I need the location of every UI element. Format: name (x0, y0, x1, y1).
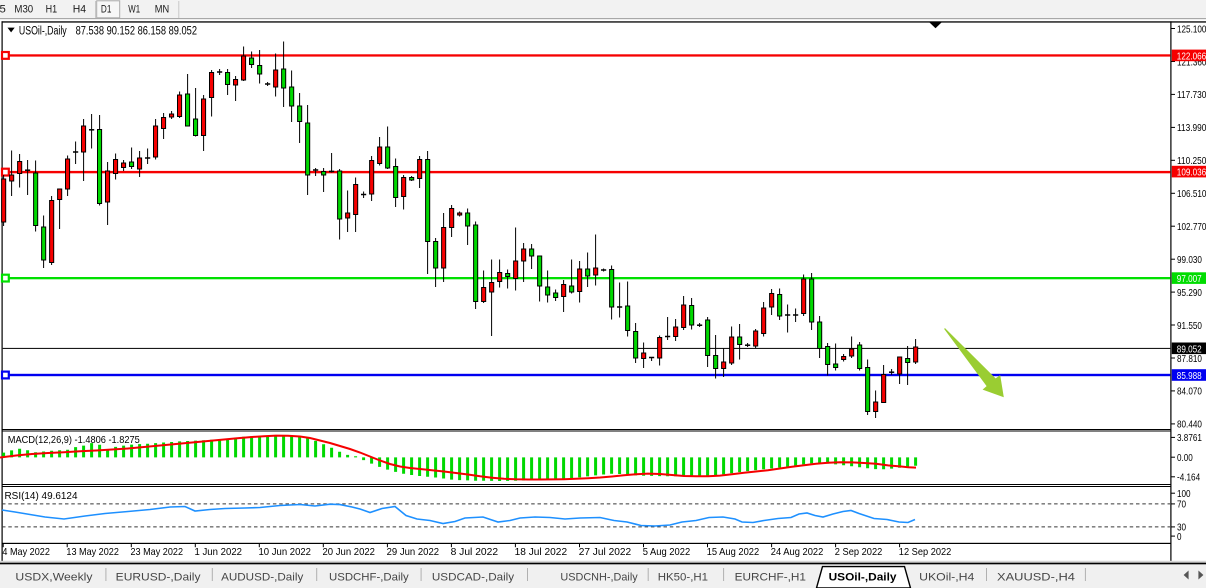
svg-text:122.066: 122.066 (1177, 50, 1206, 62)
svg-text:13 May 2022: 13 May 2022 (66, 546, 119, 558)
svg-text:USDCHF-,Daily: USDCHF-,Daily (329, 572, 409, 584)
svg-text:91.550: 91.550 (1177, 320, 1202, 332)
svg-text:100: 100 (1177, 488, 1191, 500)
svg-text:18 Jul 2022: 18 Jul 2022 (515, 546, 568, 558)
svg-text:5: 5 (0, 4, 6, 16)
svg-text:-4.164: -4.164 (1177, 472, 1200, 484)
svg-text:M30: M30 (14, 4, 33, 16)
svg-text:EURCHF-,H1: EURCHF-,H1 (735, 572, 806, 584)
svg-text:15 Aug 2022: 15 Aug 2022 (707, 546, 760, 558)
svg-text:87.538 90.152 86.158 89.052: 87.538 90.152 86.158 89.052 (76, 25, 197, 37)
svg-text:USOil-,Daily: USOil-,Daily (19, 25, 67, 37)
svg-text:109.036: 109.036 (1177, 167, 1206, 179)
svg-text:89.052: 89.052 (1177, 343, 1202, 355)
svg-text:106.510: 106.510 (1177, 188, 1206, 200)
svg-text:0: 0 (1177, 531, 1182, 543)
svg-text:95.290: 95.290 (1177, 287, 1202, 299)
svg-text:12 Sep 2022: 12 Sep 2022 (899, 546, 952, 558)
svg-text:5 Aug 2022: 5 Aug 2022 (643, 546, 691, 558)
svg-text:99.030: 99.030 (1177, 254, 1202, 266)
svg-text:MACD(12,26,9) -1.4806 -1.8275: MACD(12,26,9) -1.4806 -1.8275 (8, 434, 140, 446)
svg-text:H4: H4 (73, 4, 86, 16)
svg-text:4 May 2022: 4 May 2022 (2, 546, 50, 558)
svg-text:80.440: 80.440 (1177, 419, 1202, 431)
svg-text:EURUSD-,Daily: EURUSD-,Daily (116, 572, 201, 584)
svg-text:D1: D1 (101, 4, 112, 16)
svg-text:85.988: 85.988 (1177, 370, 1202, 382)
svg-text:0.00: 0.00 (1177, 452, 1193, 464)
svg-text:29 Jun 2022: 29 Jun 2022 (387, 546, 440, 558)
svg-text:AUDUSD-,Daily: AUDUSD-,Daily (221, 572, 304, 584)
svg-text:125.100: 125.100 (1177, 23, 1206, 35)
svg-text:20 Jun 2022: 20 Jun 2022 (323, 546, 376, 558)
svg-text:84.070: 84.070 (1177, 386, 1202, 398)
svg-text:XAUUSD-,H4: XAUUSD-,H4 (997, 572, 1075, 584)
svg-text:W1: W1 (128, 4, 140, 16)
svg-text:97.007: 97.007 (1177, 273, 1202, 285)
svg-text:RSI(14) 49.6124: RSI(14) 49.6124 (5, 490, 78, 502)
svg-text:UKOil-,H4: UKOil-,H4 (919, 572, 974, 584)
svg-text:70: 70 (1177, 499, 1186, 511)
svg-text:3.8761: 3.8761 (1177, 432, 1202, 444)
svg-text:27 Jul 2022: 27 Jul 2022 (579, 546, 632, 558)
svg-text:H1: H1 (46, 4, 58, 16)
svg-text:USDCNH-,Daily: USDCNH-,Daily (560, 572, 638, 584)
svg-text:30: 30 (1177, 522, 1186, 534)
svg-text:23 May 2022: 23 May 2022 (131, 546, 184, 558)
svg-text:HK50-,H1: HK50-,H1 (658, 572, 708, 584)
svg-text:110.250: 110.250 (1177, 155, 1206, 167)
svg-text:2 Sep 2022: 2 Sep 2022 (835, 546, 883, 558)
svg-text:USDCAD-,Daily: USDCAD-,Daily (432, 572, 515, 584)
svg-text:24 Aug 2022: 24 Aug 2022 (771, 546, 824, 558)
svg-text:113.990: 113.990 (1177, 122, 1206, 134)
svg-text:87.810: 87.810 (1177, 353, 1202, 365)
svg-text:117.730: 117.730 (1177, 89, 1206, 101)
svg-text:8 Jul 2022: 8 Jul 2022 (451, 546, 499, 558)
svg-text:1 Jun 2022: 1 Jun 2022 (195, 546, 243, 558)
svg-text:102.770: 102.770 (1177, 221, 1206, 233)
svg-text:MN: MN (155, 4, 169, 16)
svg-text:10 Jun 2022: 10 Jun 2022 (259, 546, 312, 558)
svg-text:USOil-,Daily: USOil-,Daily (829, 572, 898, 584)
svg-text:USDX,Weekly: USDX,Weekly (15, 572, 93, 584)
